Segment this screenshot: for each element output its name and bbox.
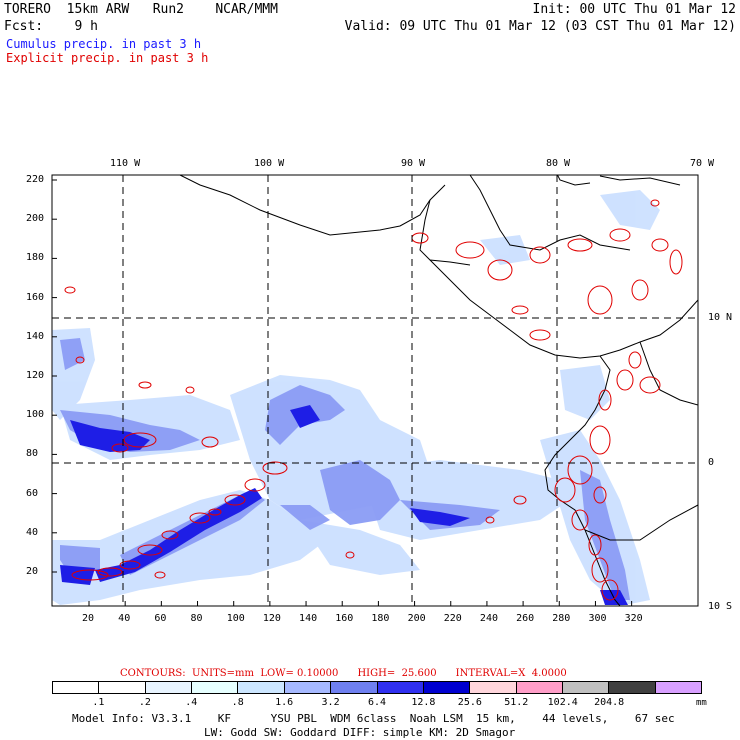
- y-tick-label: 80: [26, 448, 39, 460]
- legend-swatch: [516, 682, 563, 693]
- x-tick-label: 140: [299, 613, 318, 624]
- legend-value: .2: [138, 697, 151, 708]
- x-axis-ticks: [88, 601, 633, 606]
- legend-value: 102.4: [547, 697, 578, 708]
- y-tick-label: 20: [26, 566, 39, 577]
- x-tick-label: 80: [190, 613, 203, 624]
- cumulus-precip-shading: [52, 190, 660, 606]
- legend-value: 6.4: [367, 697, 387, 708]
- legend-unit: mm: [696, 698, 707, 708]
- y-tick-label: 120: [26, 370, 45, 381]
- model-title: TORERO 15km ARW Run2 NCAR/MMM: [4, 2, 278, 17]
- y-tick-label: 60: [26, 487, 39, 499]
- legend-swatch: [331, 682, 378, 693]
- legend-swatch: [655, 682, 702, 693]
- lon-label-80w: 80 W: [546, 158, 571, 169]
- x-tick-label: 280: [552, 613, 571, 624]
- y-tick-label: 40: [26, 526, 39, 538]
- legend-value: 51.2: [504, 697, 529, 708]
- x-tick-label: 320: [624, 613, 643, 624]
- x-tick-label: 40: [118, 613, 131, 624]
- x-tick-label: 300: [588, 613, 607, 624]
- legend-value: 1.6: [275, 697, 294, 708]
- legend-value: 25.6: [457, 697, 482, 708]
- legend-swatch: [99, 682, 146, 693]
- legend-swatch: [470, 682, 517, 693]
- explicit-precip-contours: [64, 199, 683, 601]
- x-tick-label: 120: [262, 613, 281, 624]
- init-time: Init: 00 UTC Thu 01 Mar 12: [532, 2, 737, 17]
- legend-swatch: [53, 682, 100, 693]
- model-info: Model Info: V3.3.1 KF YSU PBL WDM 6class…: [72, 712, 675, 725]
- y-tick-label: 100: [26, 409, 45, 421]
- legend-value: .8: [231, 697, 244, 708]
- contours-info: CONTOURS: UNITS=mm LOW= 0.10000 HIGH= 25…: [120, 668, 567, 679]
- lon-label-110w: 110 W: [110, 158, 141, 169]
- lat-label-10s: 10 S: [708, 601, 733, 612]
- cumulus-precip-label: Cumulus precip. in past 3 h: [6, 37, 202, 51]
- x-tick-label: 20: [82, 613, 95, 624]
- legend-value: .1: [92, 697, 105, 708]
- x-tick-label: 60: [154, 613, 167, 624]
- legend-swatch: [377, 682, 424, 693]
- y-tick-label: 160: [26, 291, 45, 303]
- legend-swatch: [238, 682, 285, 693]
- y-tick-label: 140: [26, 330, 45, 342]
- model-physics: LW: Godd SW: Goddard DIFF: simple KM: 2D…: [204, 726, 516, 739]
- color-legend: [52, 681, 702, 694]
- legend-swatch: [192, 682, 239, 693]
- lon-label-70w: 70 W: [690, 158, 715, 169]
- legend-value: .4: [185, 697, 198, 708]
- y-tick-label: 180: [26, 252, 45, 264]
- legend-value: 12.8: [411, 697, 436, 708]
- legend-swatch: [145, 682, 193, 693]
- explicit-precip-label: Explicit precip. in past 3 h: [6, 51, 209, 65]
- x-tick-label: 180: [371, 613, 390, 624]
- legend-swatch: [609, 682, 656, 693]
- forecast-hour: Fcst: 9 h: [4, 19, 98, 34]
- x-tick-label: 100: [226, 613, 245, 624]
- map-frame: [51, 174, 699, 607]
- y-axis-ticks: [52, 179, 57, 573]
- lon-label-100w: 100 W: [254, 158, 285, 169]
- legend-value: 204.8: [594, 697, 625, 708]
- x-tick-label: 260: [516, 613, 535, 624]
- y-tick-label: 220: [26, 174, 45, 185]
- lat-label-10n: 10 N: [708, 312, 733, 323]
- legend-value: 3.2: [321, 697, 340, 708]
- lon-label-90w: 90 W: [401, 158, 426, 169]
- x-tick-label: 240: [479, 613, 498, 624]
- legend-swatch: [423, 682, 471, 693]
- y-tick-label: 200: [26, 213, 45, 225]
- legend-swatch: [284, 682, 332, 693]
- legend-swatch: [562, 682, 610, 693]
- x-tick-label: 200: [407, 613, 426, 624]
- x-tick-label: 220: [443, 613, 462, 624]
- coastlines: [179, 175, 698, 606]
- valid-time: Valid: 09 UTC Thu 01 Mar 12 (03 CST Thu …: [344, 19, 736, 34]
- lat-label-0: 0: [708, 457, 715, 468]
- x-tick-label: 160: [335, 613, 354, 624]
